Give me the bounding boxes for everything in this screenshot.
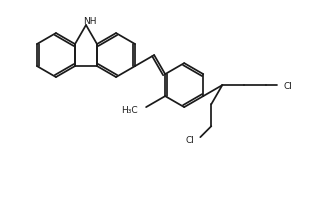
Text: Cl: Cl — [283, 81, 292, 90]
Text: H₃C: H₃C — [122, 105, 138, 114]
Text: NH: NH — [83, 16, 97, 25]
Text: Cl: Cl — [186, 135, 194, 144]
